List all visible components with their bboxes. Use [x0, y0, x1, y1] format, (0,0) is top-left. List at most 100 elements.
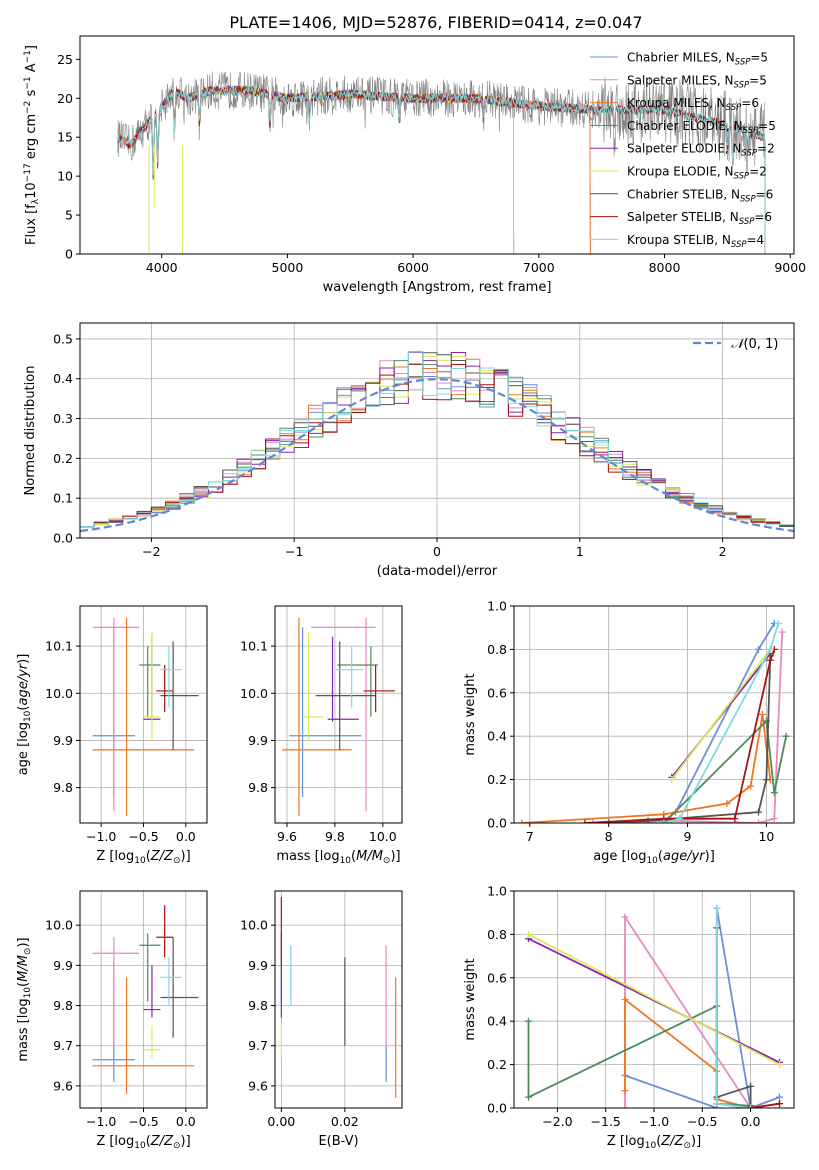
label-part: SSP: [739, 217, 755, 227]
label-part: )]: [181, 849, 191, 864]
legend-label: Chabrier STELIB, NSSP=6: [627, 187, 773, 204]
spectrum-xtick-label: 6000: [397, 260, 429, 275]
label-part: λ: [31, 198, 41, 204]
mass-weight-vs-age-ytick-label: 0.6: [487, 685, 507, 700]
mass-weight-vs-Z-xtick-label: −1.0: [639, 1114, 669, 1129]
label-part: )]: [390, 849, 400, 864]
weight-marker-chabrier-miles: [755, 645, 763, 653]
weight-line-kroupa-elodie: [670, 648, 772, 781]
residuals-ytick-label: 0.3: [53, 411, 73, 426]
x-axis-label: Z [log10(Z/Z⊙)]: [96, 1134, 190, 1151]
label-part: Z [log: [607, 1134, 645, 1149]
label-part: SSP: [743, 126, 759, 136]
age-vs-Z-ytick-label: 10.1: [45, 639, 73, 654]
mass-weight-vs-age-frame: [513, 605, 795, 824]
weight-marker-chabrier-stelib: [762, 776, 770, 784]
weight-marker-kroupa-miles: [723, 799, 731, 807]
weight-marker-kroupa-miles: [747, 782, 755, 790]
weight-line-kroupa-miles: [521, 714, 772, 823]
model-spectrum-salpeter-elodie: [148, 84, 515, 254]
spectrum-xtick-label: 9000: [774, 260, 806, 275]
label-part: SSP: [740, 194, 756, 204]
label-part: =5: [749, 73, 767, 87]
mass-weight-vs-Z-xtick-label: −0.5: [687, 1114, 717, 1129]
residuals-ytick-label: 0.0: [53, 531, 73, 546]
age-vs-mass-ytick-label: 9.8: [248, 780, 268, 795]
weight-marker-salpeter-stelib: [776, 1100, 784, 1108]
mass-vs-ebv-frame: [274, 890, 403, 1109]
mass-vs-Z-ytick-label: 9.7: [53, 1038, 73, 1053]
mass-vs-Z-xtick-label: −1.0: [86, 1114, 116, 1129]
label-part: SSP: [726, 103, 742, 113]
label-part: (: [146, 849, 151, 864]
model-spectrum-kroupa-miles: [117, 85, 591, 254]
weight-marker-salpeter-stelib: [731, 815, 739, 823]
age-vs-mass-ytick-label: 10.0: [240, 686, 268, 701]
residuals-ytick-label: 0.1: [53, 491, 73, 506]
label-part: 10: [24, 182, 39, 199]
mass-weight-vs-age-plot: [518, 619, 790, 823]
histogram-kroupa-stelib: [80, 350, 794, 528]
residuals-xtick-label: 1: [576, 544, 584, 559]
mass-vs-Z-ytick-label: 9.6: [53, 1078, 73, 1093]
mass-vs-ebv-ytick-label: 9.7: [248, 1038, 268, 1053]
spectrum-ytick-label: 20: [57, 91, 73, 106]
weight-marker-kroupa-elodie: [776, 1061, 784, 1069]
legend-label: Chabrier ELODIE, NSSP=5: [627, 119, 776, 136]
mass-vs-ebv-ytick-label: 9.8: [248, 998, 268, 1013]
label-part: SSP: [731, 240, 747, 250]
model-spectrum-chabrier-elodie: [148, 84, 515, 254]
figure-title: PLATE=1406, MJD=52876, FIBERID=0414, z=0…: [229, 13, 642, 32]
mass-vs-ebv-ytick-label: 9.9: [248, 958, 268, 973]
y-axis-label: age [log10(age/yr)]: [16, 654, 33, 776]
label-part: =6: [754, 210, 772, 224]
label-part: ⊙: [383, 856, 391, 866]
label-part: Salpeter ELODIE, N: [627, 142, 741, 156]
spectrum-xtick-label: 7000: [523, 260, 555, 275]
mass-weight-vs-age-ytick-label: 1.0: [487, 599, 507, 614]
weight-marker-salpeter-miles: [755, 819, 763, 823]
weight-marker-chabrier-miles: [776, 1093, 784, 1101]
weight-line-chabrier-elodie: [663, 719, 787, 823]
spectrum-xtick-label: 8000: [649, 260, 681, 275]
mass-weight-vs-age-ytick-label: 0.0: [487, 816, 507, 831]
label-part: mass [log: [276, 849, 339, 864]
gaussian-curve: [80, 378, 794, 533]
mass-weight-vs-Z-ytick-label: 0.0: [487, 1101, 507, 1116]
label-part: (: [146, 1134, 151, 1149]
histogram-kroupa-miles: [80, 358, 794, 528]
label-part: M/M: [16, 955, 31, 982]
weight-marker-salpeter-miles: [770, 815, 778, 823]
label-part: −2: [23, 101, 33, 114]
weight-marker-salpeter-stelib: [581, 819, 589, 823]
label-part: Z/Z: [150, 1134, 174, 1149]
residuals-ytick-label: 0.2: [53, 451, 73, 466]
label-part: (: [658, 849, 663, 864]
weight-marker-chabrier-stelib: [755, 808, 763, 816]
age-vs-mass-panel: 9.6 9.8 10.0 9.8 9.9 10.0 10.1 mass [log10(M/M⊙…: [240, 605, 403, 866]
label-part: 10: [134, 856, 146, 866]
label-part: SSP: [734, 80, 750, 90]
y-axis-label: mass [log10(M/M⊙)]: [16, 937, 33, 1061]
y-axis-label: mass weight: [463, 673, 478, 755]
weight-marker-kroupa-stelib: [676, 815, 684, 823]
label-part: )]: [181, 1134, 191, 1149]
y-axis-label: Normed distribution: [23, 366, 38, 496]
age-vs-mass-xtick-label: 9.8: [325, 829, 345, 844]
model-spectrum-kroupa-stelib: [117, 85, 766, 254]
residuals-xtick-label: −2: [142, 544, 160, 559]
mass-weight-vs-age-xtick-label: 7: [526, 829, 534, 844]
model-spectrum-salpeter-miles: [117, 84, 591, 254]
spectrum-xtick-label: 5000: [272, 260, 304, 275]
weight-marker-chabrier-stelib: [644, 817, 652, 823]
spectrum-ytick-label: 5: [65, 208, 73, 223]
label-part: =5: [750, 51, 768, 65]
mass-weight-vs-Z-panel: −2.0 −1.5 −1.0 −0.5 0.0 0.0 0.2 0.4 0.6 0.8 1.0 Z […: [463, 884, 795, 1151]
spectrum-plot: [117, 71, 766, 254]
label-part: −1: [23, 76, 33, 89]
mass-vs-Z-ytick-label: 9.9: [53, 958, 73, 973]
label-part: ⊙: [173, 1141, 181, 1151]
histogram-chabrier-elodie: [80, 360, 794, 528]
